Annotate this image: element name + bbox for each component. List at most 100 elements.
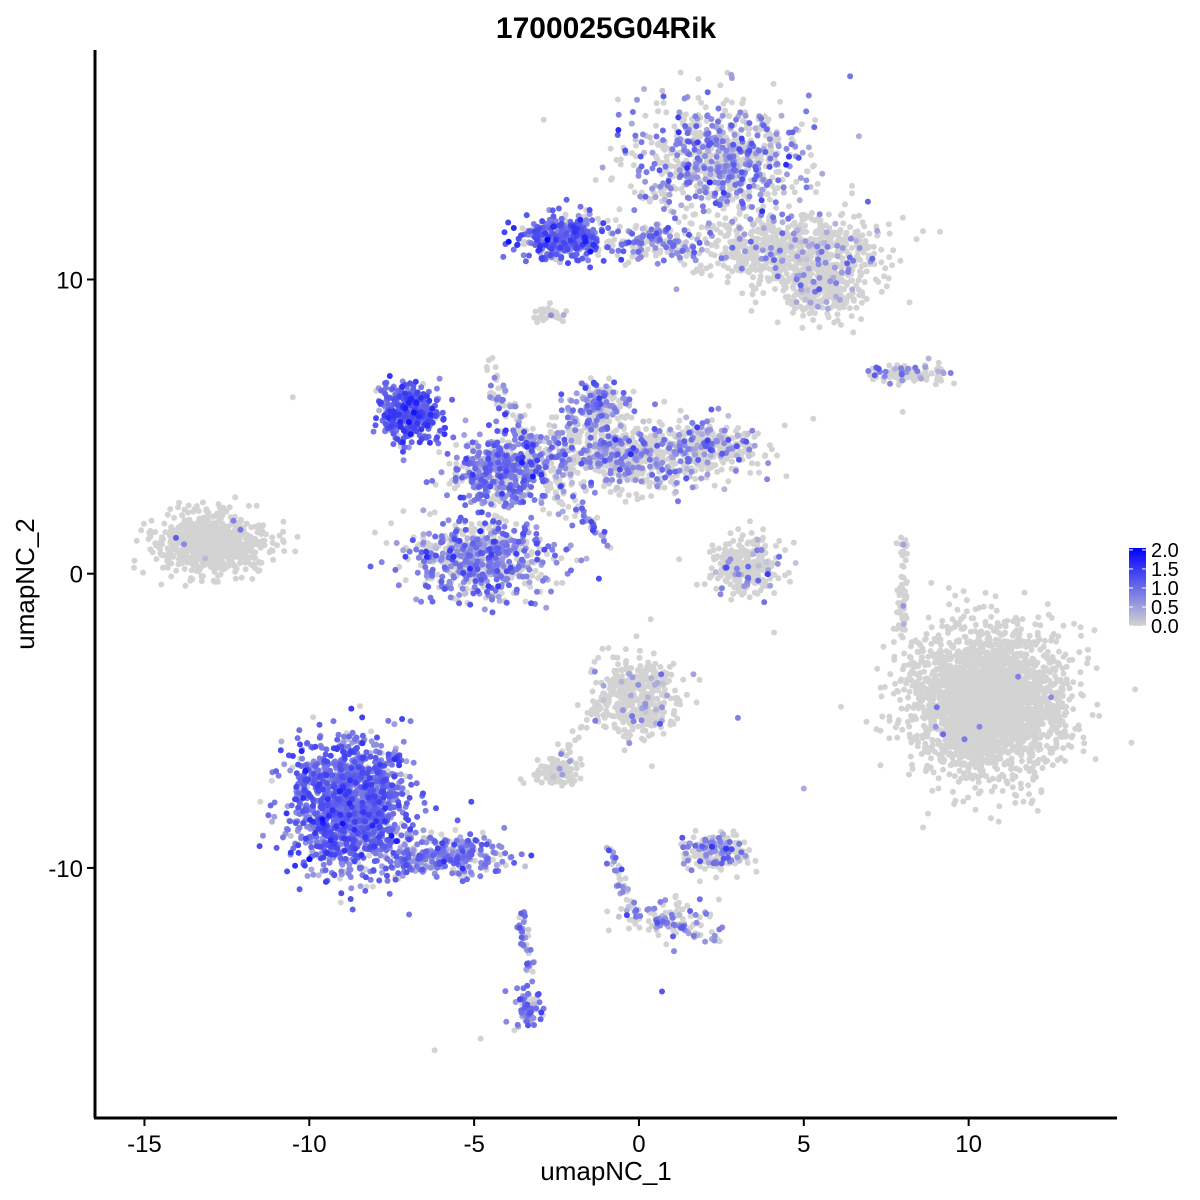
cell-point xyxy=(223,551,230,557)
cell-point xyxy=(901,650,908,657)
cell-point xyxy=(633,222,640,229)
cell-point xyxy=(937,375,944,382)
cell-point xyxy=(653,122,659,129)
cell-point xyxy=(823,287,830,294)
cell-point xyxy=(789,283,796,290)
cell-point xyxy=(709,542,716,549)
cell-point xyxy=(932,381,939,388)
cell-point xyxy=(204,546,211,553)
cell-point xyxy=(945,584,952,591)
cell-point xyxy=(167,506,174,513)
cell-point xyxy=(226,504,233,511)
cell-point xyxy=(269,534,276,541)
cell-point xyxy=(175,556,182,563)
cell-point xyxy=(717,560,724,567)
cell-point xyxy=(244,554,251,561)
cell-point xyxy=(849,190,855,197)
cell-point xyxy=(720,551,727,558)
cell-point xyxy=(652,252,659,259)
cell-point xyxy=(782,278,789,285)
cell-point xyxy=(724,571,731,578)
cell-point xyxy=(660,450,667,457)
cell-point xyxy=(609,395,616,402)
cell-point xyxy=(786,203,792,210)
cell-point xyxy=(476,520,483,527)
cell-point xyxy=(269,539,276,546)
cell-point xyxy=(814,180,821,187)
cell-point xyxy=(774,452,780,459)
cell-point xyxy=(648,493,655,499)
cell-point xyxy=(735,425,742,431)
cell-point xyxy=(663,109,670,116)
cell-point xyxy=(199,499,206,506)
cell-point xyxy=(431,509,438,516)
cell-point xyxy=(698,224,705,231)
cell-point xyxy=(133,537,140,544)
cell-point xyxy=(528,549,535,555)
cell-point xyxy=(954,606,961,613)
cell-point xyxy=(928,755,934,762)
cell-point xyxy=(195,518,202,525)
cell-point xyxy=(676,417,683,424)
cell-point xyxy=(592,177,599,183)
cell-point xyxy=(750,274,757,281)
cell-point xyxy=(726,113,733,120)
cell-point xyxy=(846,305,853,312)
cell-point xyxy=(188,567,195,574)
cell-point xyxy=(698,99,705,106)
cell-point xyxy=(182,582,189,589)
cell-point xyxy=(885,221,892,228)
cell-point xyxy=(219,561,226,568)
cell-point xyxy=(881,273,887,280)
cell-point xyxy=(736,211,743,217)
cell-point xyxy=(776,537,783,544)
cell-point xyxy=(760,237,767,244)
cell-point xyxy=(787,578,793,585)
cell-point xyxy=(194,565,201,572)
cell-point xyxy=(913,236,920,243)
cell-point xyxy=(748,307,755,314)
cell-point xyxy=(625,259,632,266)
cell-point xyxy=(705,208,712,214)
cell-point xyxy=(181,565,188,572)
cell-point xyxy=(181,527,188,534)
cell-point xyxy=(848,313,855,320)
cell-point xyxy=(725,478,732,485)
cell-point xyxy=(661,398,668,405)
cell-point xyxy=(643,426,649,432)
cell-point xyxy=(131,557,138,564)
cell-point xyxy=(250,554,257,561)
cell-point xyxy=(643,477,650,484)
cell-point xyxy=(667,478,674,485)
cell-point xyxy=(808,210,815,216)
cell-point xyxy=(920,228,926,235)
cell-point xyxy=(236,544,243,551)
cell-point xyxy=(158,581,165,588)
cell-point xyxy=(153,542,159,549)
cell-point xyxy=(886,362,893,369)
cell-point xyxy=(768,446,775,453)
cell-point xyxy=(200,514,207,521)
cell-point xyxy=(724,279,731,286)
cell-point xyxy=(718,466,725,473)
cell-point xyxy=(208,554,215,561)
cell-point xyxy=(722,215,729,222)
cell-point xyxy=(688,220,695,227)
cell-point xyxy=(858,316,865,323)
cell-point xyxy=(859,232,866,239)
cell-point xyxy=(733,554,740,561)
cell-point xyxy=(383,540,390,546)
cell-point xyxy=(258,559,265,566)
cell-point xyxy=(604,418,611,425)
cell-point xyxy=(789,184,796,190)
cell-point xyxy=(197,537,204,543)
cell-point xyxy=(905,694,912,701)
cell-point xyxy=(388,520,395,527)
cell-point xyxy=(654,156,661,163)
cell-point xyxy=(676,556,683,563)
cell-point xyxy=(747,469,754,476)
cell-point xyxy=(198,573,205,580)
cell-point xyxy=(769,223,776,230)
cell-point xyxy=(502,518,509,525)
cell-point xyxy=(646,198,653,205)
